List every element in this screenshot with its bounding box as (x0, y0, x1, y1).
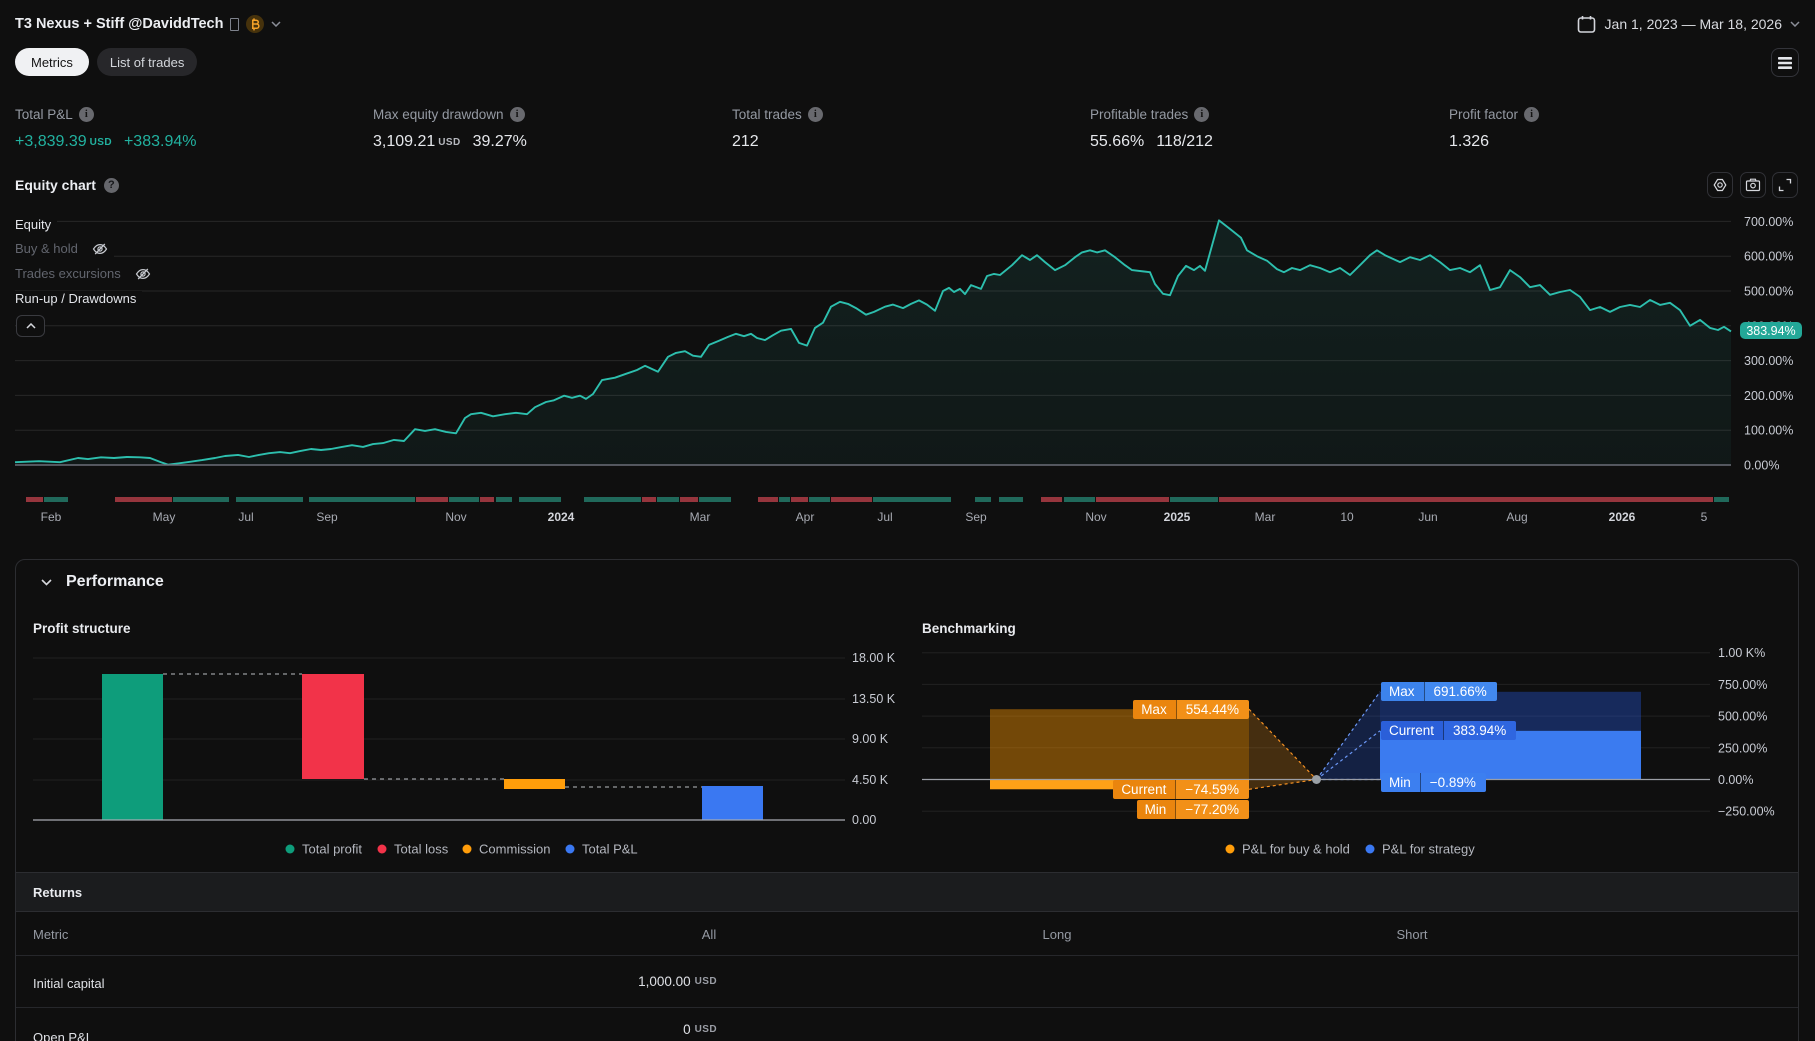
svg-text:P&L for buy & hold: P&L for buy & hold (1242, 842, 1350, 857)
svg-text:4.50 K: 4.50 K (852, 773, 889, 787)
svg-text:Commission: Commission (479, 842, 551, 857)
svg-text:Total P&L: Total P&L (582, 842, 638, 857)
svg-text:0.00: 0.00 (852, 813, 876, 827)
svg-text:250.00%: 250.00% (1718, 741, 1767, 755)
svg-text:0.00%: 0.00% (1744, 459, 1779, 473)
svg-text:600.00%: 600.00% (1744, 250, 1793, 264)
svg-text:Total profit: Total profit (302, 842, 362, 857)
svg-text:0.00%: 0.00% (1718, 773, 1753, 787)
svg-text:700.00%: 700.00% (1744, 215, 1793, 229)
svg-text:500.00%: 500.00% (1744, 285, 1793, 299)
svg-text:500.00%: 500.00% (1718, 710, 1767, 724)
svg-text:P&L for strategy: P&L for strategy (1382, 842, 1475, 857)
svg-text:200.00%: 200.00% (1744, 389, 1793, 403)
svg-text:750.00%: 750.00% (1718, 678, 1767, 692)
svg-text:100.00%: 100.00% (1744, 424, 1793, 438)
svg-text:13.50 K: 13.50 K (852, 692, 896, 706)
svg-text:−250.00%: −250.00% (1718, 805, 1775, 819)
svg-text:18.00 K: 18.00 K (852, 651, 896, 665)
svg-text:300.00%: 300.00% (1744, 354, 1793, 368)
svg-text:9.00 K: 9.00 K (852, 732, 889, 746)
svg-text:Total loss: Total loss (394, 842, 449, 857)
svg-text:1.00 K%: 1.00 K% (1718, 646, 1765, 660)
